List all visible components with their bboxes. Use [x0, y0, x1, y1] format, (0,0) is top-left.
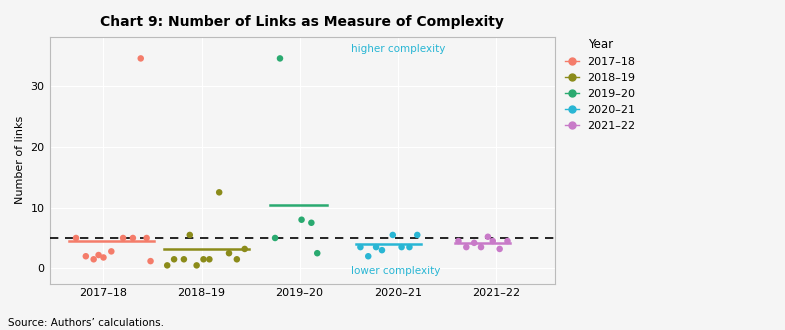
Text: lower complexity: lower complexity [351, 266, 440, 277]
Point [274, 56, 287, 61]
Point [141, 235, 153, 241]
Point [396, 245, 408, 250]
Point [126, 235, 139, 241]
Point [184, 232, 196, 238]
Point [97, 255, 110, 260]
Point [305, 220, 318, 225]
Point [386, 232, 399, 238]
Point [295, 217, 308, 222]
Point [231, 257, 243, 262]
Y-axis label: Number of links: Number of links [15, 116, 25, 205]
Point [203, 257, 216, 262]
Point [213, 190, 225, 195]
Point [87, 257, 100, 262]
Point [376, 248, 389, 253]
Point [105, 249, 118, 254]
Point [411, 232, 424, 238]
Point [161, 263, 173, 268]
Point [144, 258, 157, 264]
Title: Chart 9: Number of Links as Measure of Complexity: Chart 9: Number of Links as Measure of C… [100, 15, 504, 29]
Text: higher complexity: higher complexity [351, 44, 445, 54]
Point [197, 257, 210, 262]
Point [177, 257, 190, 262]
Point [493, 246, 506, 251]
Point [354, 245, 367, 250]
Point [362, 254, 374, 259]
Point [475, 245, 487, 250]
Point [190, 263, 203, 268]
Point [134, 56, 147, 61]
Point [223, 250, 235, 256]
Point [311, 250, 323, 256]
Point [403, 245, 416, 250]
Point [168, 257, 181, 262]
Point [93, 252, 105, 258]
Point [370, 245, 382, 250]
Point [452, 238, 465, 244]
Point [468, 240, 480, 246]
Legend: 2017–18, 2018–19, 2019–20, 2020–21, 2021–22: 2017–18, 2018–19, 2019–20, 2020–21, 2021… [565, 38, 636, 131]
Point [487, 238, 499, 244]
Text: Source: Authors’ calculations.: Source: Authors’ calculations. [8, 318, 164, 328]
Point [268, 235, 281, 241]
Point [482, 234, 495, 239]
Point [70, 235, 82, 241]
Point [460, 245, 473, 250]
Point [79, 254, 92, 259]
Point [501, 238, 513, 244]
Point [117, 235, 130, 241]
Point [239, 246, 251, 251]
